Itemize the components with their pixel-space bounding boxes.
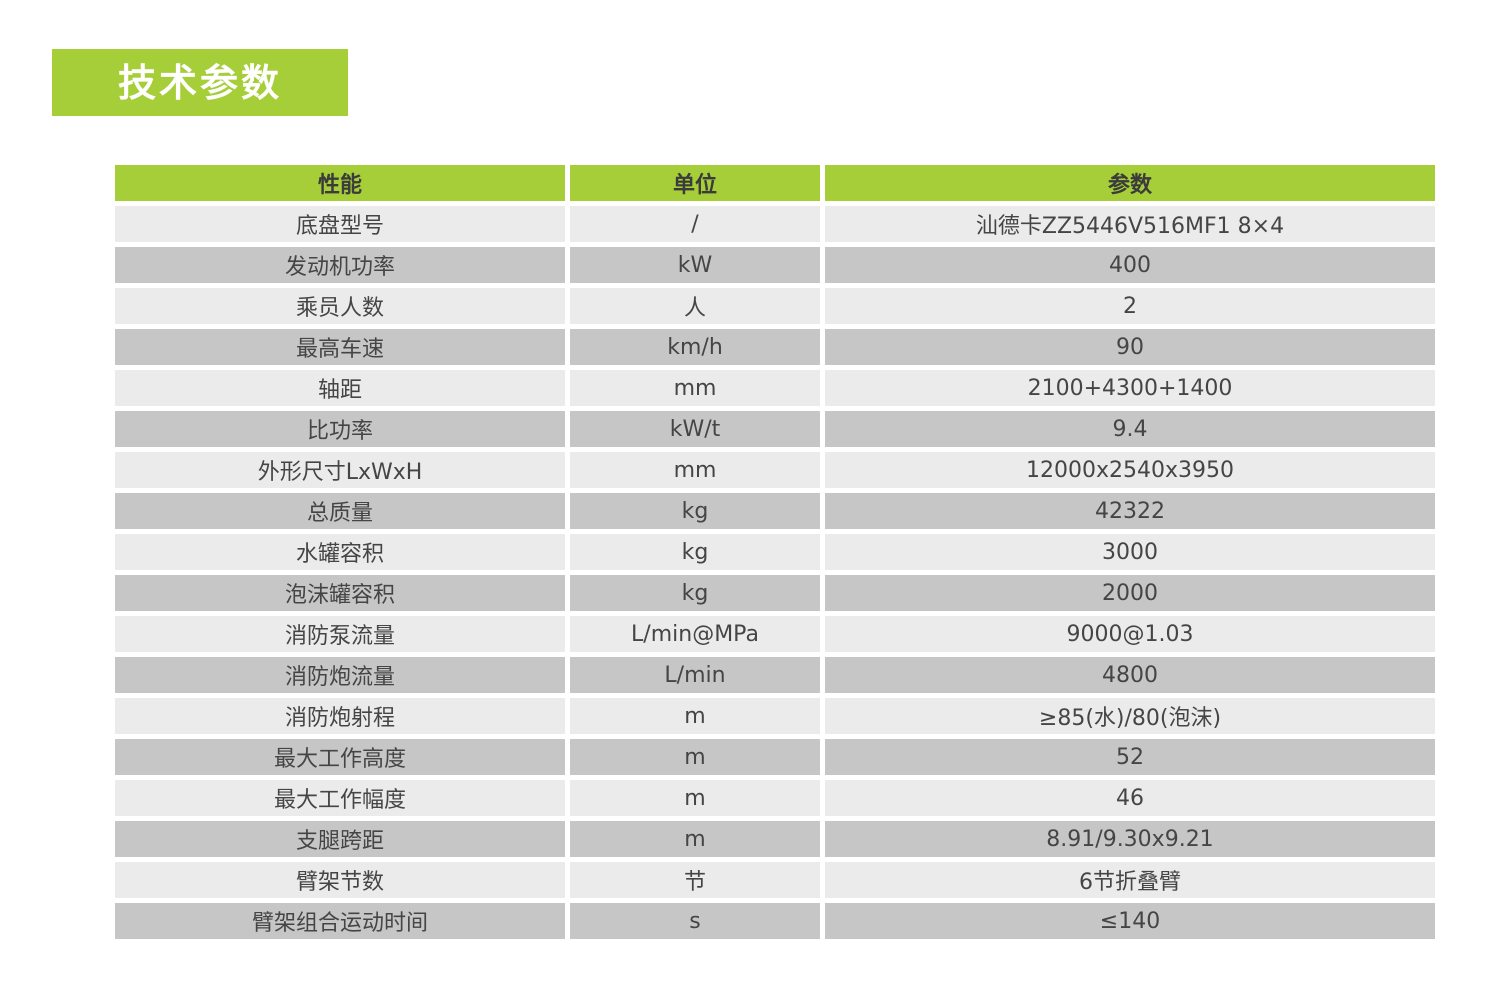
- spec-value-cell: 8.91/9.30x9.21: [825, 821, 1435, 857]
- spec-value-cell: 42322: [825, 493, 1435, 529]
- spec-name-cell: 总质量: [115, 493, 565, 529]
- table-row: 轴距 mm 2100+4300+1400: [115, 370, 1435, 406]
- spec-unit-cell: m: [570, 780, 820, 816]
- spec-name-cell: 最高车速: [115, 329, 565, 365]
- spec-value-cell: 3000: [825, 534, 1435, 570]
- table-row: 臂架组合运动时间 s ≤140: [115, 903, 1435, 939]
- table-row: 泡沫罐容积 kg 2000: [115, 575, 1435, 611]
- table-row: 消防炮流量 L/min 4800: [115, 657, 1435, 693]
- table-row: 消防泵流量 L/min@MPa 9000@1.03: [115, 616, 1435, 652]
- spec-unit-cell: 人: [570, 288, 820, 324]
- table-row: 比功率 kW/t 9.4: [115, 411, 1435, 447]
- spec-unit-cell: kg: [570, 493, 820, 529]
- table-row: 支腿跨距 m 8.91/9.30x9.21: [115, 821, 1435, 857]
- spec-value-cell: 12000x2540x3950: [825, 452, 1435, 488]
- table-row: 总质量 kg 42322: [115, 493, 1435, 529]
- spec-name-cell: 底盘型号: [115, 206, 565, 242]
- table-header-row: 性能 单位 参数: [115, 165, 1435, 201]
- spec-value-cell: 400: [825, 247, 1435, 283]
- spec-unit-cell: kg: [570, 534, 820, 570]
- spec-name-cell: 乘员人数: [115, 288, 565, 324]
- section-title-banner: 技术参数: [52, 49, 348, 116]
- spec-value-cell: 2: [825, 288, 1435, 324]
- table-row: 发动机功率 kW 400: [115, 247, 1435, 283]
- spec-unit-cell: kW/t: [570, 411, 820, 447]
- spec-name-cell: 支腿跨距: [115, 821, 565, 857]
- spec-value-cell: 52: [825, 739, 1435, 775]
- section-title: 技术参数: [117, 60, 282, 105]
- spec-name-cell: 比功率: [115, 411, 565, 447]
- spec-name-cell: 臂架组合运动时间: [115, 903, 565, 939]
- spec-value-cell: 46: [825, 780, 1435, 816]
- spec-unit-cell: 节: [570, 862, 820, 898]
- table-row: 底盘型号 / 汕德卡ZZ5446V516MF1 8×4: [115, 206, 1435, 242]
- spec-value-cell: 9000@1.03: [825, 616, 1435, 652]
- table-row: 外形尺寸LxWxH mm 12000x2540x3950: [115, 452, 1435, 488]
- spec-value-cell: 6节折叠臂: [825, 862, 1435, 898]
- table-row: 最高车速 km/h 90: [115, 329, 1435, 365]
- spec-unit-cell: mm: [570, 370, 820, 406]
- spec-unit-cell: mm: [570, 452, 820, 488]
- spec-name-cell: 消防泵流量: [115, 616, 565, 652]
- spec-name-cell: 水罐容积: [115, 534, 565, 570]
- spec-value-cell: 9.4: [825, 411, 1435, 447]
- spec-unit-cell: m: [570, 698, 820, 734]
- column-header-parameter: 参数: [825, 165, 1435, 201]
- spec-unit-cell: L/min@MPa: [570, 616, 820, 652]
- spec-name-cell: 最大工作高度: [115, 739, 565, 775]
- spec-value-cell: 90: [825, 329, 1435, 365]
- spec-value-cell: 2000: [825, 575, 1435, 611]
- spec-name-cell: 消防炮射程: [115, 698, 565, 734]
- spec-unit-cell: m: [570, 739, 820, 775]
- spec-name-cell: 消防炮流量: [115, 657, 565, 693]
- column-header-unit: 单位: [570, 165, 820, 201]
- specs-table: 性能 单位 参数 底盘型号 / 汕德卡ZZ5446V516MF1 8×4 发动机…: [115, 165, 1435, 939]
- table-row: 水罐容积 kg 3000: [115, 534, 1435, 570]
- spec-name-cell: 发动机功率: [115, 247, 565, 283]
- table-row: 最大工作幅度 m 46: [115, 780, 1435, 816]
- spec-value-cell: 汕德卡ZZ5446V516MF1 8×4: [825, 206, 1435, 242]
- table-row: 臂架节数 节 6节折叠臂: [115, 862, 1435, 898]
- spec-name-cell: 外形尺寸LxWxH: [115, 452, 565, 488]
- spec-value-cell: 4800: [825, 657, 1435, 693]
- spec-unit-cell: L/min: [570, 657, 820, 693]
- spec-unit-cell: km/h: [570, 329, 820, 365]
- spec-unit-cell: m: [570, 821, 820, 857]
- table-row: 乘员人数 人 2: [115, 288, 1435, 324]
- spec-name-cell: 臂架节数: [115, 862, 565, 898]
- spec-value-cell: 2100+4300+1400: [825, 370, 1435, 406]
- column-header-performance: 性能: [115, 165, 565, 201]
- spec-unit-cell: s: [570, 903, 820, 939]
- spec-value-cell: ≤140: [825, 903, 1435, 939]
- spec-unit-cell: /: [570, 206, 820, 242]
- spec-name-cell: 泡沫罐容积: [115, 575, 565, 611]
- spec-name-cell: 轴距: [115, 370, 565, 406]
- table-row: 消防炮射程 m ≥85(水)/80(泡沫): [115, 698, 1435, 734]
- spec-unit-cell: kW: [570, 247, 820, 283]
- table-row: 最大工作高度 m 52: [115, 739, 1435, 775]
- spec-name-cell: 最大工作幅度: [115, 780, 565, 816]
- specs-table-container: 性能 单位 参数 底盘型号 / 汕德卡ZZ5446V516MF1 8×4 发动机…: [115, 165, 1435, 939]
- spec-unit-cell: kg: [570, 575, 820, 611]
- spec-value-cell: ≥85(水)/80(泡沫): [825, 698, 1435, 734]
